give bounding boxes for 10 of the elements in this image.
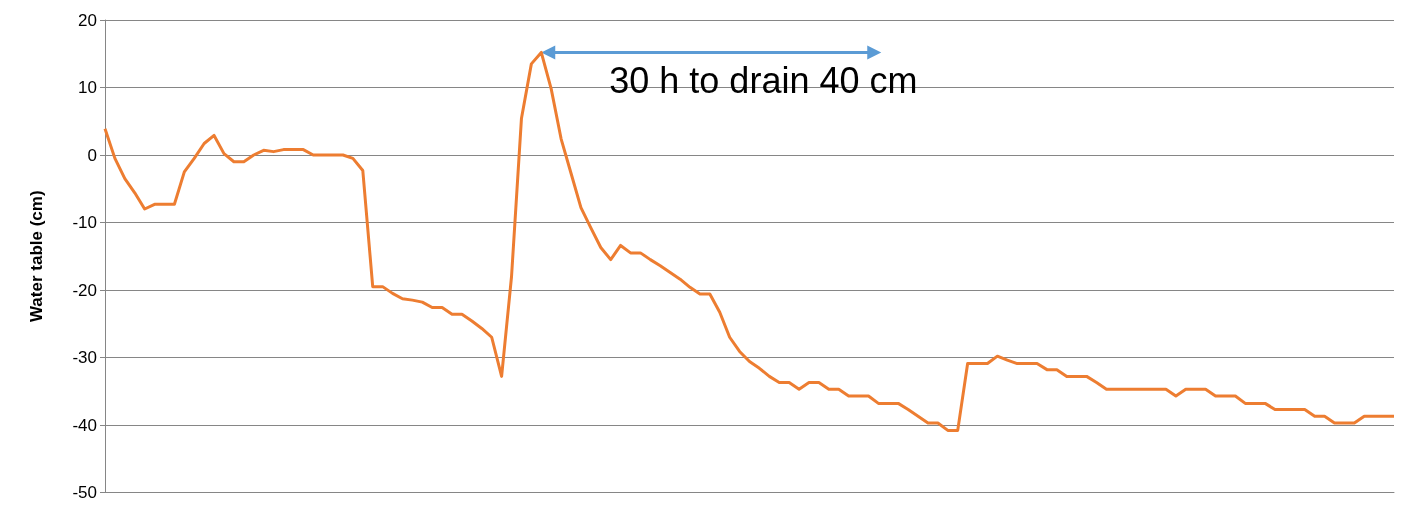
y-axis-title: Water table (cm) <box>27 190 46 323</box>
y-tick-label: -30 <box>72 348 97 367</box>
y-tick-label: -20 <box>72 280 97 300</box>
y-tick-label: 20 <box>78 10 97 30</box>
y-tick-label: 10 <box>78 78 97 97</box>
y-tick-label: -50 <box>72 483 97 502</box>
y-tick-label: -10 <box>72 213 97 232</box>
annotation: 30 h to drain 40 cm <box>609 59 918 101</box>
y-tick-label: 0 <box>87 145 97 165</box>
y-tick-label: -40 <box>72 415 97 435</box>
